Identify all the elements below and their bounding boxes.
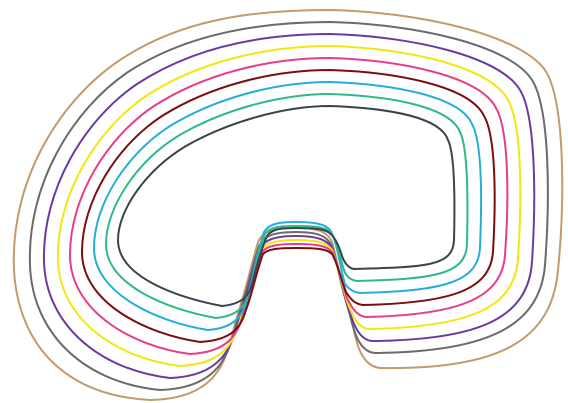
contour-yellow	[56, 45, 522, 367]
contour-green	[105, 93, 469, 319]
contour-outer-tan	[12, 9, 564, 401]
contour-pink	[69, 57, 509, 355]
contour-maroon	[81, 69, 496, 343]
contour-inner-slate	[117, 105, 456, 307]
contour-purple	[42, 33, 536, 379]
contour-gray	[28, 21, 549, 391]
contour-cyan	[93, 81, 483, 331]
